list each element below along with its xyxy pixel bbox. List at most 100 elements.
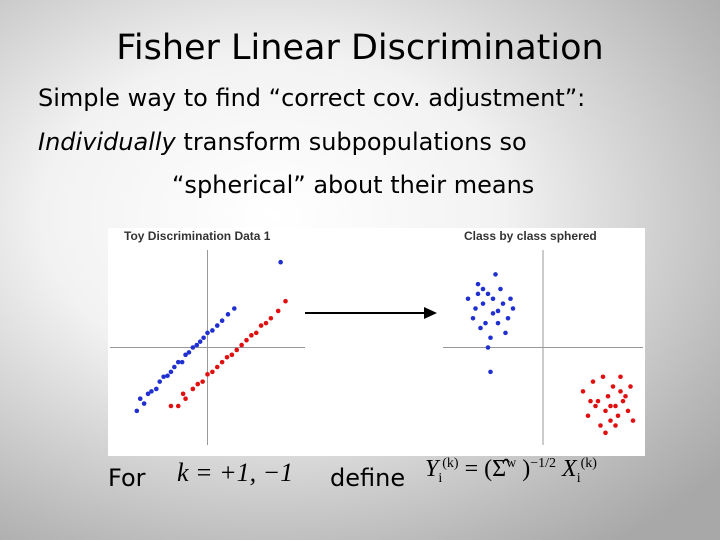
point <box>625 408 631 414</box>
point <box>232 306 237 311</box>
point <box>600 374 606 380</box>
point <box>275 308 281 314</box>
point <box>186 350 192 355</box>
point <box>175 403 181 409</box>
point <box>194 342 200 348</box>
point <box>618 389 623 394</box>
point <box>620 398 626 404</box>
point <box>585 413 591 419</box>
point <box>493 272 498 277</box>
chart-title: Class by class sphered <box>464 229 597 243</box>
point <box>219 359 225 365</box>
point <box>478 325 483 331</box>
point <box>149 389 154 394</box>
point <box>268 315 274 321</box>
point <box>623 393 628 399</box>
point <box>475 291 481 297</box>
point <box>603 408 608 414</box>
emphasis: Individually <box>38 128 176 156</box>
point <box>219 318 225 323</box>
point <box>503 330 508 336</box>
point <box>615 413 621 419</box>
point <box>195 381 201 387</box>
point <box>595 398 601 404</box>
point <box>283 298 288 304</box>
body-line: Simple way to find “correct cov. adjustm… <box>38 84 586 112</box>
point <box>168 369 174 375</box>
formula-symbol: Σ̂ <box>492 456 507 482</box>
point <box>224 354 230 360</box>
point <box>190 386 196 392</box>
point <box>613 403 618 409</box>
point <box>603 430 608 436</box>
point <box>165 373 170 379</box>
point <box>154 386 159 392</box>
point <box>134 408 140 414</box>
point <box>278 259 283 265</box>
point <box>598 423 603 428</box>
point <box>508 296 513 302</box>
formula-sup: (k) <box>580 456 597 471</box>
point <box>610 384 616 389</box>
point <box>485 291 491 297</box>
point <box>183 352 188 358</box>
formula-sup: −1/2 <box>530 456 557 471</box>
formula-symbol: ) <box>522 456 531 482</box>
point <box>214 323 220 328</box>
point <box>588 398 593 404</box>
formula-sup: (k) <box>442 456 459 471</box>
point <box>505 315 511 321</box>
slide-title: Fisher Linear Discrimination <box>116 28 604 68</box>
point <box>210 328 215 333</box>
point <box>608 403 613 409</box>
point <box>234 347 240 353</box>
point <box>608 418 613 423</box>
body-text: transform subpopulations so <box>183 128 527 156</box>
point <box>593 403 598 409</box>
point <box>628 384 633 389</box>
point <box>180 391 186 397</box>
point <box>630 418 636 423</box>
formula-k: k = +1, −1 <box>177 458 294 487</box>
chart-title: Toy Discrimination Data 1 <box>124 229 271 243</box>
point <box>488 335 493 341</box>
arrow-head <box>424 307 437 319</box>
formula-text: define <box>330 464 406 492</box>
point <box>475 281 481 287</box>
point <box>161 374 166 380</box>
point <box>613 423 618 428</box>
point <box>190 345 196 350</box>
point <box>263 320 269 326</box>
point <box>590 379 596 384</box>
point <box>490 311 496 316</box>
point <box>480 286 486 292</box>
point <box>200 379 205 384</box>
point <box>258 323 264 328</box>
point <box>480 301 486 306</box>
point <box>470 315 476 321</box>
point <box>498 286 503 292</box>
point <box>175 359 181 365</box>
body-line: “spherical” about their means <box>172 171 535 199</box>
point <box>253 330 259 336</box>
point <box>225 312 231 317</box>
point <box>580 389 586 394</box>
point <box>473 306 478 311</box>
point <box>239 342 244 348</box>
point <box>157 379 163 384</box>
point <box>465 296 471 302</box>
point <box>229 352 235 358</box>
point <box>168 403 174 409</box>
point <box>205 330 210 336</box>
point <box>179 359 185 365</box>
point <box>500 301 506 306</box>
point <box>510 306 516 311</box>
point <box>145 391 151 397</box>
point <box>197 339 203 344</box>
point <box>495 308 501 314</box>
formula-sup: w <box>506 456 517 471</box>
formula-sub: i <box>438 470 443 486</box>
plot-background <box>108 228 645 456</box>
